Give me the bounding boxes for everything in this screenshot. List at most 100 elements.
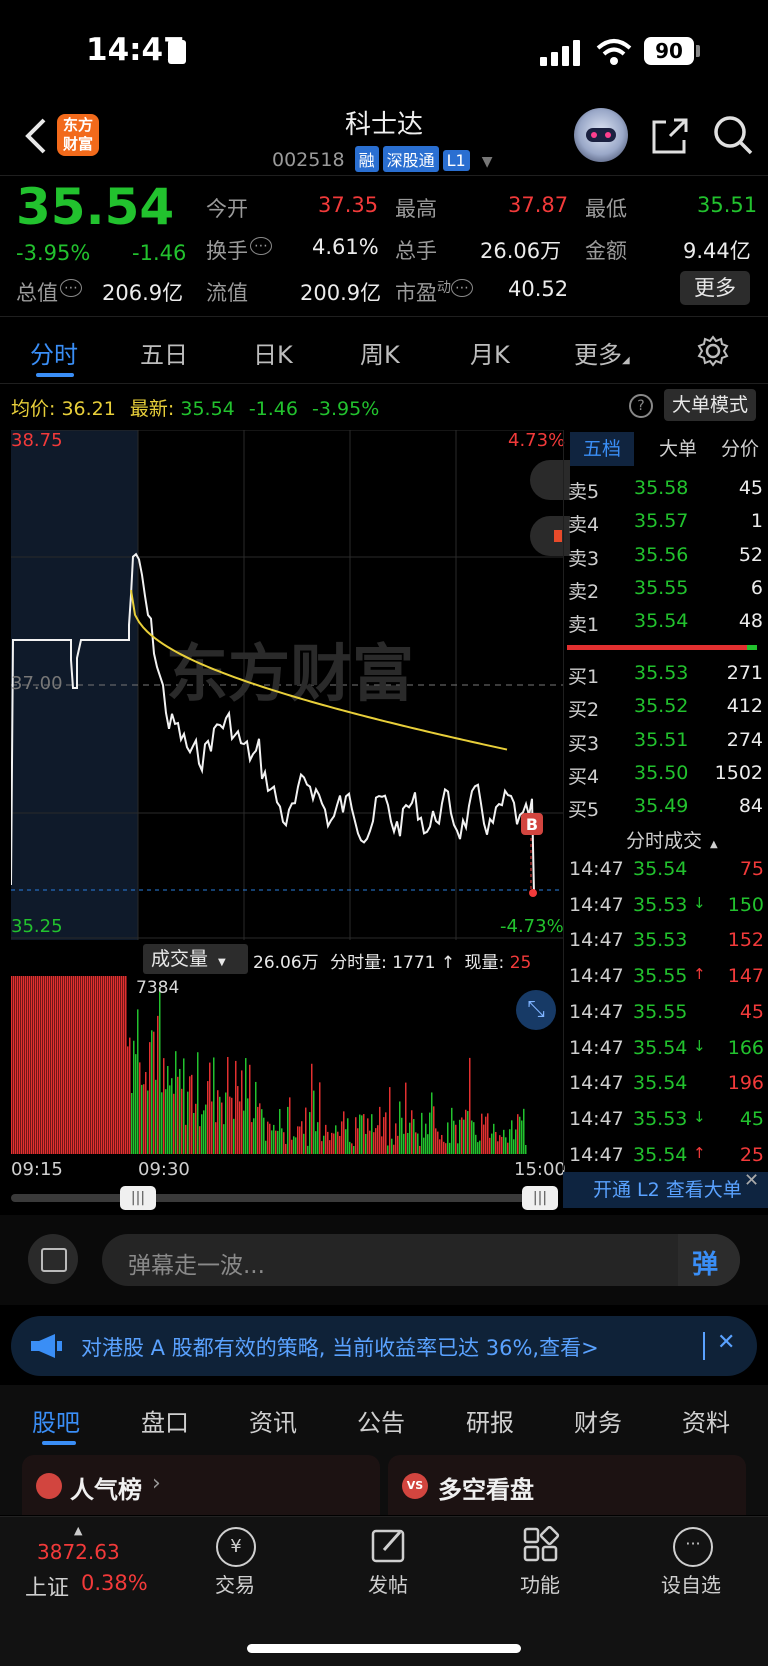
volume-bar — [223, 1124, 225, 1154]
nav-post[interactable]: 发帖 — [368, 1573, 408, 1597]
volume-bar — [331, 1132, 333, 1154]
volume-bar — [431, 1092, 433, 1154]
nav-post-icon[interactable] — [370, 1526, 408, 1564]
card-long-short[interactable]: VS 多空看盘 — [388, 1455, 746, 1515]
volume-bar — [147, 1090, 149, 1154]
intraday-price-chart[interactable]: 东方财富 B — [11, 430, 563, 940]
tick-price: 35.55 — [633, 1000, 688, 1023]
tab-profile[interactable]: 资料 — [682, 1409, 730, 1437]
search-icon[interactable] — [712, 114, 754, 156]
volume-bar — [449, 1142, 451, 1154]
ask-row[interactable]: 卖2 35.55 6 — [568, 577, 763, 607]
volume-bar — [421, 1112, 423, 1154]
volume-bar — [199, 1126, 201, 1154]
info-change: -1.46 — [248, 398, 298, 420]
l2-close-icon[interactable]: ✕ — [744, 1170, 760, 1191]
l2-banner[interactable]: 开通 L2 查看大单 — [563, 1172, 768, 1208]
tab-more[interactable]: 更多◢ — [574, 341, 630, 369]
volume-bar — [69, 976, 71, 1154]
bid-row[interactable]: 买3 35.51 274 — [568, 729, 763, 759]
back-icon[interactable] — [22, 116, 48, 156]
volume-chart[interactable] — [11, 976, 563, 1154]
avg-label: 均价: — [11, 398, 56, 420]
help-icon[interactable]: ? — [629, 394, 653, 418]
danmu-send-button[interactable]: 弹 — [678, 1234, 740, 1286]
ask-row[interactable]: 卖1 35.54 48 — [568, 610, 763, 640]
float-value: 200.9亿 — [300, 281, 382, 305]
card-popularity[interactable]: 人气榜 › — [22, 1455, 380, 1515]
ticks-title[interactable]: 分时成交 ▲ — [626, 830, 718, 852]
range-slider-handle-right[interactable]: ||| — [522, 1186, 558, 1210]
ask-row[interactable]: 卖4 35.57 1 — [568, 510, 763, 540]
ask-label: 卖4 — [568, 514, 600, 537]
tab-active-underline — [36, 373, 74, 377]
tab-guba[interactable]: 股吧 — [32, 1409, 80, 1437]
promo-banner[interactable]: 对港股 A 股都有效的策略, 当前收益率已达 36%,查看> ✕ — [11, 1316, 757, 1376]
bid-row[interactable]: 买4 35.50 1502 — [568, 762, 763, 792]
volume-bar — [423, 1137, 425, 1154]
nav-function-icon[interactable] — [522, 1526, 560, 1564]
tab-five-day[interactable]: 五日 — [140, 341, 188, 369]
tab-weekly-k[interactable]: 周K — [360, 341, 400, 369]
nav-watchlist-icon[interactable]: ··· — [673, 1527, 713, 1567]
volume-bar — [247, 1098, 249, 1154]
tab-finance[interactable]: 财务 — [574, 1409, 622, 1437]
volume-value: 26.06万 — [480, 239, 562, 263]
orderbook-tab-big[interactable]: 大单 — [658, 438, 697, 460]
volume-bar — [279, 1109, 281, 1154]
volume-bar — [213, 1057, 215, 1154]
volume-bar — [57, 976, 59, 1154]
volume-selector[interactable]: 成交量 ▼ — [143, 944, 248, 974]
index-value[interactable]: 3872.63 — [37, 1540, 120, 1564]
more-button[interactable]: 更多 — [680, 271, 750, 305]
tab-monthly-k[interactable]: 月K — [470, 341, 510, 369]
expand-icon[interactable]: ⤡ — [516, 990, 556, 1030]
open-label: 今开 — [206, 197, 248, 221]
volume-bar — [507, 1142, 509, 1154]
range-slider-handle-left[interactable]: ||| — [120, 1186, 156, 1210]
nav-trade[interactable]: 交易 — [215, 1573, 255, 1597]
volume-bar — [135, 1054, 137, 1154]
bid-row[interactable]: 买2 35.52 412 — [568, 695, 763, 725]
orderbook-tab-price[interactable]: 分价 — [720, 438, 759, 460]
tab-research[interactable]: 研报 — [466, 1409, 514, 1437]
danmu-input[interactable]: 弹幕走一波... 弹 — [102, 1234, 740, 1286]
volume-bar — [371, 1114, 373, 1154]
volume-bar — [401, 1117, 403, 1154]
share-icon[interactable] — [650, 116, 690, 156]
settings-gear-icon[interactable] — [697, 335, 729, 367]
ask-row[interactable]: 卖3 35.56 52 — [568, 544, 763, 574]
volume-bar — [49, 976, 51, 1154]
tab-pankou[interactable]: 盘口 — [141, 1409, 189, 1437]
ask-volume: 52 — [738, 543, 763, 566]
danmu-settings-icon[interactable] — [28, 1234, 78, 1284]
tab-announcement[interactable]: 公告 — [357, 1409, 405, 1437]
stock-code-line[interactable]: 002518 融深股通 L1 ▼ — [272, 146, 493, 172]
volume-bar — [253, 1118, 255, 1154]
ask-row[interactable]: 卖5 35.58 45 — [568, 477, 763, 507]
big-order-mode-button[interactable]: 大单模式 — [664, 389, 756, 421]
volume-bar — [429, 1112, 431, 1154]
orderbook-tab-five[interactable]: 五档 — [570, 432, 634, 466]
volume-bar — [65, 976, 67, 1154]
nav-watchlist[interactable]: 设自选 — [661, 1573, 721, 1597]
promo-close-icon[interactable]: ✕ — [717, 1330, 736, 1355]
bid-row[interactable]: 买1 35.53 271 — [568, 662, 763, 692]
tick-price: 35.54 — [633, 1143, 688, 1166]
promo-text: 对港股 A 股都有效的策略, 当前收益率已达 36%,查看> — [81, 1336, 599, 1360]
tab-news[interactable]: 资讯 — [249, 1409, 297, 1437]
nav-function[interactable]: 功能 — [520, 1573, 560, 1597]
volume-bar — [231, 1097, 233, 1154]
ask-price: 35.57 — [634, 510, 689, 533]
tick-row: 14:47 35.54 ↑ 25 — [569, 1144, 764, 1174]
robot-assistant-icon[interactable] — [574, 108, 628, 162]
bid-row[interactable]: 买5 35.49 84 — [568, 795, 763, 825]
volume-bar — [115, 976, 117, 1154]
nav-trade-icon[interactable]: ¥ — [216, 1527, 256, 1567]
battery-level: 90 — [655, 39, 683, 63]
tab-daily-k[interactable]: 日K — [253, 341, 293, 369]
volume-bar — [99, 976, 101, 1154]
volume-bar — [519, 1116, 521, 1154]
ask-label: 卖3 — [568, 547, 600, 570]
tab-intraday[interactable]: 分时 — [30, 341, 78, 369]
